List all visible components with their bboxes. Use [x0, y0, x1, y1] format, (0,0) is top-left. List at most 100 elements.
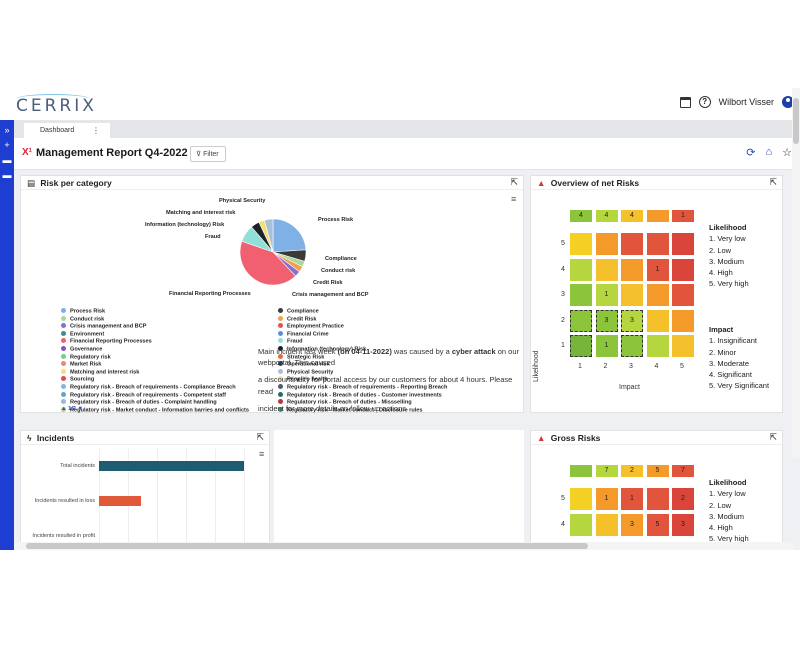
legend-item[interactable]: Regulatory risk - Breach of duties - Com…: [61, 399, 249, 407]
legend-item[interactable]: Operational risk: [278, 361, 447, 369]
open-external-icon[interactable]: ⇱: [769, 177, 777, 187]
heatmap-cell[interactable]: 5: [645, 512, 670, 537]
tab-menu-icon[interactable]: ⋮: [92, 126, 100, 135]
legend-item[interactable]: Governance: [61, 345, 249, 354]
heatmap-cell[interactable]: [671, 283, 695, 307]
chart-menu-icon[interactable]: ≡: [511, 194, 517, 204]
pie-slice[interactable]: [239, 240, 296, 286]
scroll-thumb[interactable]: [793, 98, 799, 144]
legend-item[interactable]: Environment: [61, 330, 249, 339]
calendar-icon[interactable]: [679, 96, 691, 108]
net-count-cell[interactable]: [645, 209, 670, 223]
legend-item[interactable]: People's health: [278, 376, 447, 384]
pager-down-icon[interactable]: ▼: [77, 406, 83, 412]
legend-item[interactable]: Process Risk: [61, 308, 249, 316]
expand-menu-icon[interactable]: »: [4, 125, 10, 135]
legend-item[interactable]: Credit Risk: [278, 315, 447, 324]
heatmap-cell[interactable]: [569, 308, 593, 333]
gross-count-cell[interactable]: [569, 464, 593, 478]
folder-icon[interactable]: ▬: [2, 155, 12, 165]
pager-up-icon[interactable]: ▲: [61, 406, 67, 412]
heatmap-cell[interactable]: [569, 334, 593, 358]
refresh-icon[interactable]: ⟳: [746, 147, 756, 159]
heatmap-cell[interactable]: [569, 512, 593, 537]
legend-item[interactable]: Regulatory risk - Breach of requirements…: [278, 383, 447, 392]
open-external-icon[interactable]: ⇱: [256, 432, 264, 442]
cerrix-logo[interactable]: CERRIX: [16, 94, 97, 116]
heatmap-cell[interactable]: [569, 487, 593, 511]
heatmap-cell[interactable]: [594, 512, 619, 537]
heatmap-cell[interactable]: [645, 487, 670, 511]
legend-item[interactable]: Sourcing: [61, 376, 249, 384]
legend-pager[interactable]: ▲ 1/2 ▼: [61, 406, 83, 413]
heatmap-cell[interactable]: 3: [620, 512, 644, 537]
pie-slice[interactable]: [272, 218, 307, 253]
gross-count-cell[interactable]: 7: [671, 464, 695, 478]
add-icon[interactable]: +: [4, 140, 10, 150]
open-external-icon[interactable]: ⇱: [510, 177, 518, 187]
legend-item[interactable]: Physical Security: [278, 368, 447, 377]
legend-item[interactable]: Regulatory risk - Breach of requirements…: [61, 391, 249, 400]
legend-item[interactable]: Financial Crime: [278, 330, 447, 339]
heatmap-cell[interactable]: [620, 334, 644, 358]
heatmap-cell[interactable]: 3: [671, 512, 695, 537]
star-icon[interactable]: ☆: [782, 147, 792, 159]
heatmap-cell[interactable]: 1: [645, 257, 670, 282]
heatmap-cell[interactable]: [620, 283, 644, 307]
user-avatar-icon[interactable]: [782, 96, 794, 108]
folder-open-icon[interactable]: ▬: [2, 170, 12, 180]
legend-item[interactable]: Regulatory risk - Market conduct - Infor…: [61, 406, 249, 415]
heatmap-cell[interactable]: [569, 283, 593, 307]
legend-item[interactable]: Crisis management and BCP: [61, 323, 249, 331]
heatmap-cell[interactable]: 3: [594, 308, 619, 333]
heatmap-cell[interactable]: 1: [594, 334, 619, 358]
pie-slice[interactable]: [263, 218, 274, 253]
heatmap-cell[interactable]: [671, 308, 695, 333]
heatmap-cell[interactable]: [620, 232, 644, 256]
net-count-cell[interactable]: 4: [620, 209, 644, 223]
incident-bar[interactable]: [99, 496, 142, 506]
heatmap-cell[interactable]: [671, 232, 695, 256]
open-external-icon[interactable]: ⇱: [769, 432, 777, 442]
heatmap-cell[interactable]: [645, 334, 670, 358]
legend-item[interactable]: Regulatory risk - Breach of requirements…: [61, 383, 249, 392]
home-icon[interactable]: ⌂: [765, 146, 773, 158]
heatmap-cell[interactable]: [594, 232, 619, 256]
heatmap-cell[interactable]: [671, 257, 695, 282]
heatmap-cell[interactable]: 1: [594, 283, 619, 307]
heatmap-cell[interactable]: [645, 308, 670, 333]
heatmap-cell[interactable]: [594, 257, 619, 282]
legend-item[interactable]: Regulatory risk - Breach of duties - Cus…: [278, 391, 447, 400]
legend-item[interactable]: Compliance: [278, 308, 447, 316]
filter-button[interactable]: ⊽ Filter: [190, 146, 226, 162]
heatmap-cell[interactable]: [645, 232, 670, 256]
chart-menu-icon[interactable]: ≡: [259, 449, 265, 459]
legend-item[interactable]: Information (technology) Risk: [278, 345, 447, 354]
net-count-cell[interactable]: 1: [671, 209, 695, 223]
heatmap-cell[interactable]: [620, 257, 644, 282]
heatmap-cell[interactable]: 2: [671, 487, 695, 511]
heatmap-cell[interactable]: [569, 232, 593, 256]
heatmap-cell[interactable]: 1: [620, 487, 644, 511]
legend-item[interactable]: Employment Practice: [278, 323, 447, 331]
user-name[interactable]: Wilbort Visser: [718, 97, 774, 107]
legend-item[interactable]: Regulatory risk - Market conduct - Discl…: [278, 406, 447, 415]
legend-item[interactable]: Financial Reporting Processes: [61, 338, 249, 346]
heatmap-cell[interactable]: [569, 257, 593, 282]
heatmap-cell[interactable]: 3: [620, 308, 644, 333]
legend-item[interactable]: Regulatory risk: [61, 353, 249, 362]
help-icon[interactable]: ?: [698, 96, 711, 108]
net-count-cell[interactable]: 4: [594, 209, 619, 223]
legend-item[interactable]: Conduct risk: [61, 315, 249, 324]
heatmap-cell[interactable]: [671, 334, 695, 358]
heatmap-cell[interactable]: 1: [594, 487, 619, 511]
net-count-cell[interactable]: 4: [569, 209, 593, 223]
incident-bar[interactable]: [99, 461, 244, 471]
legend-item[interactable]: Strategic Risk: [278, 353, 447, 362]
gross-count-cell[interactable]: 2: [620, 464, 644, 478]
gross-count-cell[interactable]: 7: [594, 464, 619, 478]
vertical-scrollbar[interactable]: [792, 88, 800, 458]
tab-dashboard[interactable]: Dashboard ⋮: [24, 123, 110, 138]
legend-item[interactable]: Fraud: [278, 338, 447, 346]
legend-item[interactable]: Regulatory risk - Breach of duties - Mis…: [278, 399, 447, 407]
